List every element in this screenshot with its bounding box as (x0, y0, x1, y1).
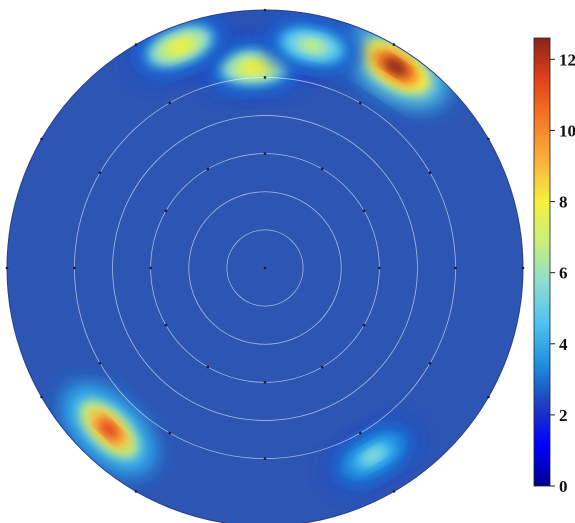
grid-node (487, 395, 490, 399)
grid-node (206, 167, 210, 171)
grid-nodes (5, 8, 525, 493)
intensity-hotspots (60, 12, 451, 491)
grid-node (454, 266, 457, 270)
grid-node (263, 76, 267, 79)
grid-node (358, 101, 362, 105)
grid-node (428, 361, 432, 365)
grid-node (392, 490, 396, 493)
pole-figure-disk (5, 8, 525, 523)
colorbar-gradient (533, 37, 551, 487)
colorbar-tick-label: 8 (559, 193, 568, 212)
grid-node (168, 431, 172, 435)
hotspot (340, 22, 451, 111)
grid-node (263, 457, 267, 460)
grid-node (98, 171, 102, 175)
grid-node (358, 431, 362, 435)
hotspot (261, 16, 364, 76)
grid-node (98, 361, 102, 365)
colorbar-tick-label: 12 (559, 50, 575, 69)
colorbar-tick-label: 4 (559, 335, 568, 354)
colorbar-tick-label: 10 (559, 121, 575, 140)
grid-ring (188, 191, 342, 345)
colorbar-tick-label: 0 (559, 477, 568, 496)
grid-node (73, 266, 76, 270)
grid-node (149, 266, 152, 270)
grid-node (168, 101, 172, 105)
grid-node (40, 395, 43, 399)
grid-node (263, 266, 267, 270)
grid-node (521, 266, 525, 270)
hotspot (60, 382, 158, 477)
grid-node (206, 365, 210, 369)
grid-node (362, 323, 366, 327)
grid-node (392, 43, 396, 46)
grid-ring (226, 229, 304, 307)
grid-node (263, 381, 267, 384)
grid-node (134, 490, 138, 493)
grid-node (134, 43, 138, 46)
grid-node (40, 137, 43, 141)
grid-node (164, 323, 168, 327)
colorbar: 0 2 4 6 8 10 12 (533, 37, 575, 496)
grid-node (320, 167, 324, 171)
grid-node (378, 266, 381, 270)
grid-node (428, 171, 432, 175)
grid-node (5, 266, 9, 270)
hotspot (199, 36, 310, 98)
grid-node (164, 209, 168, 213)
disk-background (7, 10, 523, 523)
grid-node (362, 209, 366, 213)
colorbar-tick-label: 2 (559, 406, 568, 425)
grid-node (320, 365, 324, 369)
grid-node (263, 8, 267, 12)
colorbar-ticks: 0 2 4 6 8 10 12 (550, 50, 575, 496)
grid-node (263, 152, 267, 155)
grid-ring (112, 115, 418, 421)
grid-node (487, 137, 490, 141)
colorbar-tick-label: 6 (559, 264, 568, 283)
